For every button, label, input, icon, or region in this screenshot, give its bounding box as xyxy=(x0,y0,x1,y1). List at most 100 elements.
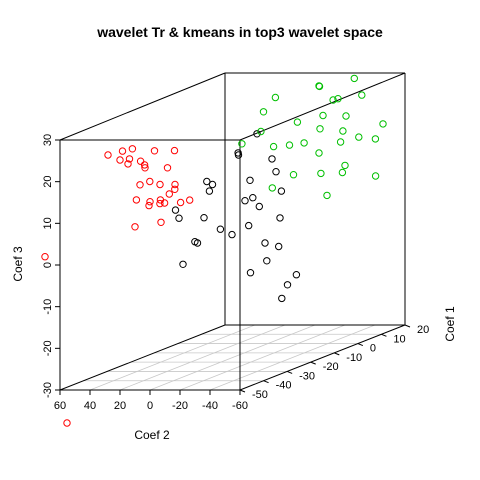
data-point xyxy=(140,161,149,169)
z-tick-mark xyxy=(381,333,387,337)
x-axis-label: Coef 2 xyxy=(134,428,170,442)
data-point xyxy=(163,164,172,172)
data-point xyxy=(216,225,225,233)
data-point xyxy=(128,145,137,153)
grid-line xyxy=(149,324,316,391)
data-point xyxy=(104,151,112,159)
data-point xyxy=(277,187,286,195)
x-tick-label: -40 xyxy=(202,400,218,412)
data-point xyxy=(234,149,242,157)
data-point xyxy=(371,172,380,180)
data-point xyxy=(268,155,276,163)
data-point xyxy=(141,164,149,172)
z-tick-label: 20 xyxy=(417,324,429,336)
data-point xyxy=(285,141,294,149)
data-point xyxy=(175,214,183,222)
z-tick-mark xyxy=(310,361,316,365)
data-point xyxy=(156,199,164,208)
data-point xyxy=(339,127,347,135)
x-tick-label: -20 xyxy=(172,400,188,412)
z-tick-label: 10 xyxy=(393,333,405,345)
data-point xyxy=(316,125,324,133)
data-point xyxy=(338,168,347,177)
data-point xyxy=(293,118,302,126)
x-tick-label: 40 xyxy=(84,400,96,412)
y-tick-label: -10 xyxy=(42,299,54,315)
data-point xyxy=(261,239,269,247)
z-tick-label: -40 xyxy=(276,380,292,392)
z-tick-mark xyxy=(334,352,340,356)
data-point xyxy=(350,74,358,83)
data-point xyxy=(249,194,257,202)
axis-ticks: 60 40 20 0 -20 -40 -60 -30 -20 -10 0 10 20 30 -50 -40 -3… xyxy=(42,134,429,412)
data-point xyxy=(272,168,280,176)
data-point xyxy=(170,146,179,155)
box-edge xyxy=(239,324,406,391)
data-point xyxy=(315,149,323,157)
data-point xyxy=(315,82,323,90)
floor-grid xyxy=(83,324,382,391)
data-point xyxy=(263,257,271,265)
data-point xyxy=(150,147,159,155)
y-tick-label: 0 xyxy=(42,262,54,268)
data-point xyxy=(259,108,268,116)
box-edge xyxy=(59,72,226,141)
data-point xyxy=(131,223,139,231)
data-point xyxy=(208,180,217,189)
data-point xyxy=(323,191,331,200)
data-point xyxy=(118,147,127,155)
z-tick-label: -10 xyxy=(346,352,362,364)
data-point xyxy=(145,201,153,210)
data-point xyxy=(334,95,342,103)
z-axis-label: Coef 1 xyxy=(443,306,457,342)
data-point xyxy=(171,185,179,194)
z-tick-label: 0 xyxy=(370,343,376,355)
grid-line xyxy=(179,324,346,391)
x-tick-label: 20 xyxy=(114,400,126,412)
data-point xyxy=(228,230,236,239)
y-axis-label: Coef 3 xyxy=(11,246,25,282)
data-point xyxy=(160,199,169,207)
y-tick-label: 10 xyxy=(42,217,54,229)
chart-title: wavelet Tr & kmeans in top3 wavelet spac… xyxy=(96,24,383,40)
data-point xyxy=(171,180,179,189)
data-point xyxy=(342,112,350,120)
data-point xyxy=(193,239,202,247)
box-edge xyxy=(59,324,226,391)
data-point xyxy=(379,120,387,128)
data-point xyxy=(205,187,214,195)
z-tick-mark xyxy=(404,324,411,328)
z-tick-label: -50 xyxy=(252,389,268,401)
data-point xyxy=(156,180,164,189)
data-point xyxy=(125,155,134,163)
data-point xyxy=(317,169,325,178)
data-point xyxy=(336,138,345,146)
data-point xyxy=(253,130,261,138)
data-point xyxy=(268,184,276,192)
data-point xyxy=(371,135,380,143)
data-point xyxy=(136,181,144,189)
box-edge xyxy=(239,72,406,141)
data-point xyxy=(255,202,263,211)
data-point xyxy=(146,198,154,206)
data-point xyxy=(341,161,349,170)
z-tick-mark xyxy=(286,370,293,374)
data-point xyxy=(200,214,208,222)
data-point xyxy=(355,133,363,141)
data-point xyxy=(289,171,298,179)
data-point xyxy=(171,206,180,214)
data-point xyxy=(176,198,185,207)
data-point xyxy=(319,111,327,120)
z-tick-mark xyxy=(263,380,269,384)
data-point xyxy=(329,96,337,104)
data-point xyxy=(179,260,187,268)
data-points xyxy=(41,74,387,427)
data-point xyxy=(300,139,308,147)
data-point xyxy=(246,176,254,185)
data-point xyxy=(41,253,49,261)
grid-line xyxy=(209,324,376,391)
data-point xyxy=(283,281,292,289)
x-tick-label: 0 xyxy=(147,400,153,412)
data-point xyxy=(186,196,194,204)
